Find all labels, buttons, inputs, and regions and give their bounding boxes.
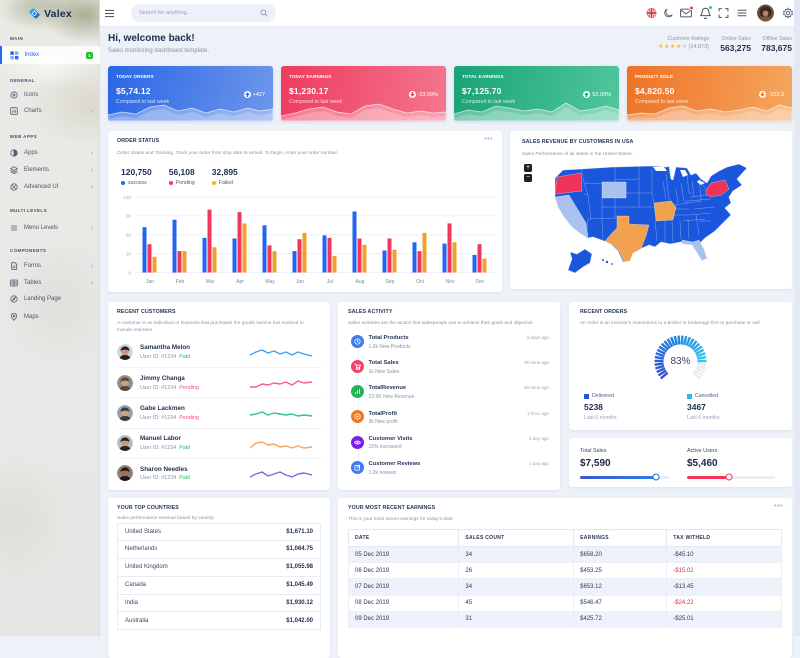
- svg-text:Jul: Jul: [327, 279, 333, 285]
- svg-text:Nov: Nov: [446, 279, 455, 285]
- svg-text:Aug: Aug: [356, 279, 365, 285]
- svg-text:Jun: Jun: [296, 279, 304, 285]
- svg-text:60: 60: [126, 233, 132, 238]
- svg-text:Sep: Sep: [386, 279, 395, 285]
- svg-text:30: 30: [126, 251, 132, 256]
- svg-text:Dec: Dec: [476, 279, 485, 285]
- svg-text:120: 120: [123, 195, 131, 200]
- svg-text:Jan: Jan: [146, 279, 154, 285]
- svg-text:0: 0: [128, 270, 131, 275]
- svg-text:May: May: [265, 279, 275, 285]
- svg-text:Oct: Oct: [416, 279, 424, 285]
- svg-text:Feb: Feb: [176, 279, 185, 285]
- svg-text:90: 90: [126, 214, 132, 219]
- svg-text:Apr: Apr: [236, 279, 244, 285]
- svg-text:Mar: Mar: [206, 279, 215, 285]
